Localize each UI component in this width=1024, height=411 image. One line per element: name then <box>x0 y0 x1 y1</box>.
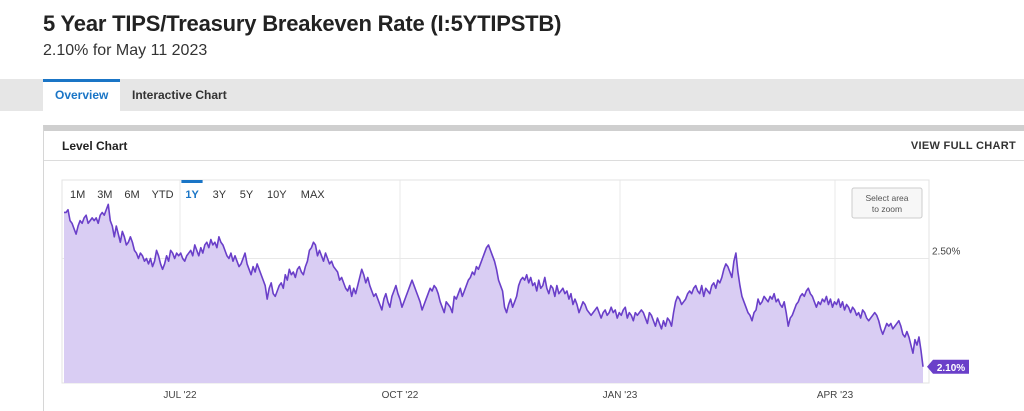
view-full-chart-link[interactable]: VIEW FULL CHART <box>910 140 1016 152</box>
panel-header: Level Chart VIEW FULL CHART <box>44 131 1024 161</box>
series-area <box>64 204 923 383</box>
page-title: 5 Year TIPS/Treasury Breakeven Rate (I:5… <box>43 11 562 36</box>
x-tick-label: JUL '22 <box>163 390 197 401</box>
series-line <box>64 203 924 367</box>
level-chart-panel: Level Chart VIEW FULL CHART <box>43 125 1024 411</box>
current-value-badge <box>927 359 969 374</box>
y-tick-label: 2.50% <box>932 246 960 257</box>
zoom-hint-box <box>851 187 923 219</box>
range-button-1y[interactable]: 1Y <box>185 189 199 201</box>
x-tick-label: OCT '22 <box>382 390 419 401</box>
tab-bar: Overview Interactive Chart <box>0 79 1024 111</box>
range-button-3y[interactable]: 3Y <box>213 189 227 201</box>
range-button-ytd[interactable]: YTD <box>152 189 174 201</box>
zoom-hint-line-2: to zoom <box>872 204 902 214</box>
range-button-10y[interactable]: 10Y <box>267 189 287 201</box>
current-value-label: 2.10% <box>937 363 965 374</box>
range-button-5y[interactable]: 5Y <box>240 189 254 201</box>
tab-overview[interactable]: Overview <box>43 79 121 111</box>
range-selected-indicator <box>181 180 203 183</box>
page-subtitle: 2.10% for May 11 2023 <box>43 42 208 59</box>
range-button-max[interactable]: MAX <box>301 189 326 201</box>
range-button-6m[interactable]: 6M <box>124 189 139 201</box>
zoom-hint-line-1: Select area <box>866 193 909 203</box>
tab-interactive-chart[interactable]: Interactive Chart <box>132 88 227 102</box>
x-tick-label: APR '23 <box>817 390 854 401</box>
range-button-1m[interactable]: 1M <box>70 189 85 201</box>
range-button-3m[interactable]: 3M <box>97 189 112 201</box>
x-tick-label: JAN '23 <box>603 390 638 401</box>
panel-title: Level Chart <box>62 139 128 153</box>
